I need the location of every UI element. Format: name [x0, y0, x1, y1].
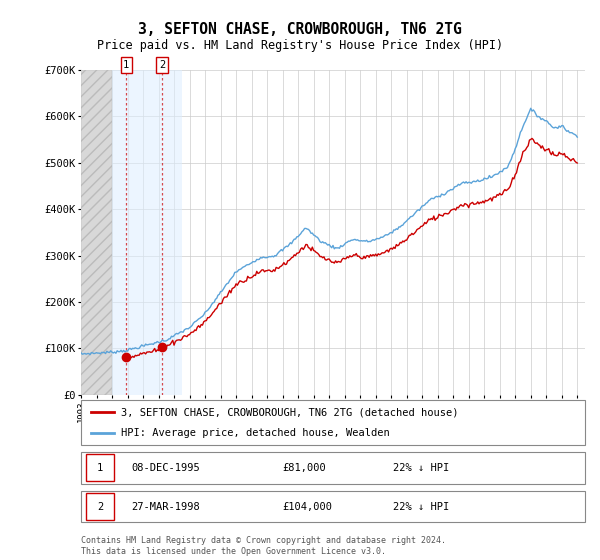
- Text: 22% ↓ HPI: 22% ↓ HPI: [394, 463, 450, 473]
- Text: 2: 2: [97, 502, 103, 511]
- Text: 2: 2: [159, 60, 165, 70]
- Text: £104,000: £104,000: [283, 502, 332, 511]
- Text: Contains HM Land Registry data © Crown copyright and database right 2024.
This d: Contains HM Land Registry data © Crown c…: [81, 536, 446, 556]
- FancyBboxPatch shape: [81, 491, 585, 522]
- Bar: [81, 70, 112, 395]
- Text: HPI: Average price, detached house, Wealden: HPI: Average price, detached house, Weal…: [121, 428, 390, 438]
- FancyBboxPatch shape: [81, 452, 585, 484]
- Text: 3, SEFTON CHASE, CROWBOROUGH, TN6 2TG: 3, SEFTON CHASE, CROWBOROUGH, TN6 2TG: [138, 22, 462, 38]
- FancyBboxPatch shape: [86, 493, 114, 520]
- Text: 1: 1: [123, 60, 130, 70]
- Text: 22% ↓ HPI: 22% ↓ HPI: [394, 502, 450, 511]
- Text: 1: 1: [97, 463, 103, 473]
- Text: 27-MAR-1998: 27-MAR-1998: [131, 502, 200, 511]
- Bar: [112, 70, 182, 395]
- FancyBboxPatch shape: [81, 400, 585, 445]
- Text: 08-DEC-1995: 08-DEC-1995: [131, 463, 200, 473]
- Text: £81,000: £81,000: [283, 463, 326, 473]
- Text: 3, SEFTON CHASE, CROWBOROUGH, TN6 2TG (detached house): 3, SEFTON CHASE, CROWBOROUGH, TN6 2TG (d…: [121, 408, 459, 418]
- Text: Price paid vs. HM Land Registry's House Price Index (HPI): Price paid vs. HM Land Registry's House …: [97, 39, 503, 52]
- FancyBboxPatch shape: [86, 455, 114, 481]
